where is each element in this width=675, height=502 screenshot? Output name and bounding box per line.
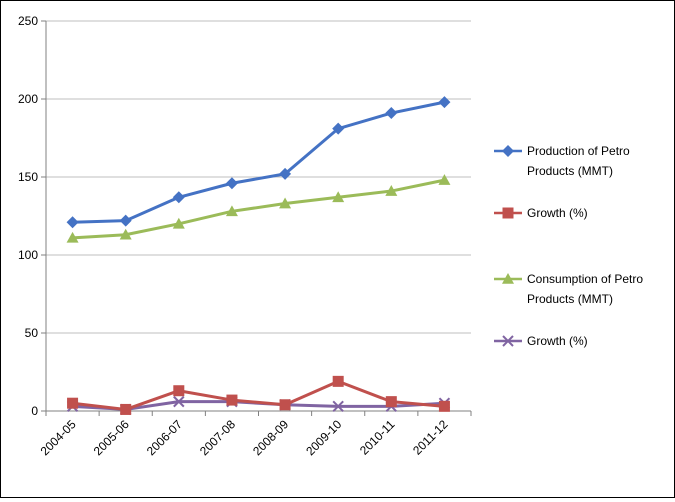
data-point xyxy=(438,400,450,412)
legend-item-4: Growth (%) xyxy=(494,334,588,348)
data-point xyxy=(66,231,79,243)
x-tick-label: 2011-12 xyxy=(410,417,451,458)
data-point xyxy=(173,395,185,408)
data-point xyxy=(279,197,292,209)
data-point xyxy=(438,96,451,109)
x-tick-label: 2007-08 xyxy=(197,417,238,458)
y-tick-label: 250 xyxy=(18,14,38,28)
x-tick-label: 2006-07 xyxy=(144,417,185,458)
legend: Production of Petro Products (MMT) Growth … xyxy=(494,144,643,348)
gridlines xyxy=(46,20,471,334)
series-2 xyxy=(67,375,450,415)
data-point xyxy=(67,397,79,409)
data-point xyxy=(172,191,185,204)
data-point xyxy=(438,174,451,185)
legend-swatch-marker xyxy=(502,335,514,347)
legend-label: Growth (%) xyxy=(527,206,588,220)
legend-swatch-marker xyxy=(502,273,514,284)
data-point xyxy=(120,403,132,415)
legend-label: Products (MMT) xyxy=(527,164,613,178)
legend-label: Growth (%) xyxy=(527,334,588,348)
x-marker-stroke xyxy=(502,335,514,347)
data-point xyxy=(119,214,132,227)
data-point xyxy=(385,107,398,120)
x-tick-label: 2008-09 xyxy=(250,417,291,458)
legend-item-2: Growth (%) xyxy=(494,206,588,220)
legend-item-3: Consumption of Petro Products (MMT) xyxy=(494,272,643,306)
data-point xyxy=(279,167,292,180)
series-3 xyxy=(66,174,451,243)
data-point xyxy=(385,396,397,408)
x-marker-stroke xyxy=(332,400,344,413)
legend-label: Products (MMT) xyxy=(527,292,613,306)
data-point xyxy=(332,400,344,413)
data-point xyxy=(332,375,344,387)
x-tick-label: 2004-05 xyxy=(38,417,79,458)
legend-label: Production of Petro xyxy=(527,144,630,158)
series-group xyxy=(66,96,451,416)
data-point xyxy=(332,191,345,203)
series-line xyxy=(72,100,445,224)
x-marker-stroke xyxy=(173,395,185,408)
y-tick-label: 0 xyxy=(31,404,38,418)
x-tick-label: 2005-06 xyxy=(91,417,132,458)
data-point xyxy=(225,177,238,190)
data-point xyxy=(119,228,132,240)
data-point xyxy=(226,394,238,406)
y-tick-label: 50 xyxy=(25,326,39,340)
series-1 xyxy=(66,96,451,229)
data-point xyxy=(385,185,398,196)
data-point xyxy=(332,122,345,135)
x-tick-label: 2009-10 xyxy=(303,417,344,458)
data-point xyxy=(172,217,185,229)
legend-item-1: Production of Petro Products (MMT) xyxy=(494,144,630,178)
data-point xyxy=(225,205,238,217)
data-point xyxy=(66,216,79,229)
series-line xyxy=(72,379,445,411)
data-point xyxy=(173,385,185,397)
y-tick-label: 150 xyxy=(18,170,38,184)
legend-label: Consumption of Petro xyxy=(527,272,643,286)
legend-swatch-marker xyxy=(502,207,514,219)
x-tick-label: 2010-11 xyxy=(357,417,398,458)
y-tick-label: 100 xyxy=(18,248,38,262)
series-line xyxy=(72,178,445,240)
data-point xyxy=(279,399,291,411)
y-tick-label: 200 xyxy=(18,92,38,106)
legend-swatch-marker xyxy=(502,145,514,157)
